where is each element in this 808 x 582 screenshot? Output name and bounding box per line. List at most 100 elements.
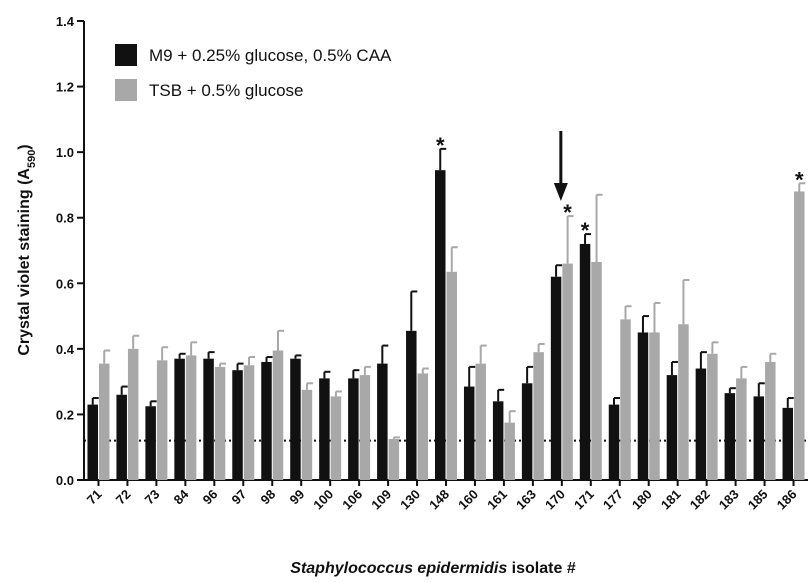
bar-tsb (620, 319, 631, 480)
y-axis-title-main: Crystal violet staining (16, 189, 33, 355)
y-tick-label: 0.8 (56, 211, 74, 226)
x-tick-label: 109 (368, 487, 394, 513)
legend: M9 + 0.25% glucose, 0.5% CAA TSB + 0.5% … (115, 44, 392, 101)
x-tick-label: 180 (629, 487, 655, 513)
bar-tsb (301, 389, 313, 480)
x-tick-label: 84 (171, 486, 192, 507)
bar-tsb (272, 350, 284, 480)
legend-label-m9: M9 + 0.25% glucose, 0.5% CAA (149, 46, 392, 65)
y-tick-label: 0.4 (56, 342, 75, 357)
bar-m9 (695, 368, 707, 480)
x-tick-label: 183 (716, 487, 742, 513)
x-tick-label: 185 (745, 487, 771, 513)
bar-m9 (608, 404, 620, 480)
bar-tsb (156, 360, 168, 480)
x-tick-label: 186 (774, 487, 800, 513)
bar-tsb (330, 396, 342, 480)
bar-tsb (591, 261, 602, 480)
x-tick-label: 98 (258, 487, 279, 508)
y-axis: 0.0 0.2 0.4 0.6 0.8 1.0 1.2 1.4 (56, 14, 85, 488)
y-tick-label: 0.6 (56, 276, 74, 291)
x-tick-label: 170 (542, 487, 568, 513)
x-tick-label: 71 (84, 487, 105, 508)
bar-m9 (463, 386, 475, 480)
bar-m9 (753, 396, 765, 480)
x-axis-title-species: Staphylococcus epidermidis (290, 560, 507, 577)
bar-m9 (782, 407, 794, 480)
bar-tsb (359, 375, 371, 480)
bar-tsb (127, 348, 139, 480)
bar-m9 (521, 383, 533, 480)
bar-m9 (579, 243, 591, 480)
x-tick-label: 72 (113, 487, 134, 508)
significance-star: * (581, 218, 590, 243)
bar-tsb (707, 353, 718, 480)
legend-swatch-m9 (115, 44, 137, 66)
x-tick-label: 96 (200, 487, 221, 508)
bar-tsb (562, 263, 573, 480)
bar-m9 (203, 358, 214, 480)
x-tick-label: 73 (142, 487, 163, 508)
bar-m9 (492, 401, 504, 480)
bar-m9 (550, 276, 562, 480)
significance-star: * (795, 167, 804, 192)
bar-tsb (765, 361, 776, 480)
bar-tsb (417, 373, 429, 480)
x-tick-label: 160 (455, 487, 481, 513)
y-tick-label: 1.0 (56, 145, 74, 160)
bar-m9 (319, 378, 330, 480)
bar-tsb (475, 363, 486, 480)
y-axis-title-subscript: 590 (26, 150, 38, 168)
bar-m9 (290, 358, 301, 480)
x-tick-label: 97 (229, 487, 250, 508)
annotations: * * * * (436, 131, 804, 243)
bar-m9 (174, 358, 185, 480)
bar-tsb (388, 439, 400, 480)
legend-label-tsb: TSB + 0.5% glucose (149, 81, 304, 100)
x-axis-title-rest: isolate # (507, 560, 576, 577)
bar-m9 (87, 404, 98, 480)
x-axis-title: Staphylococcus epidermidis isolate # (290, 560, 576, 577)
y-tick-label: 0.0 (56, 473, 74, 488)
x-tick-label: 100 (310, 487, 336, 513)
bar-tsb (243, 365, 255, 480)
bar-tsb (185, 355, 197, 480)
bar-m9 (666, 375, 678, 480)
legend-swatch-tsb (115, 79, 137, 101)
bar-tsb (794, 191, 805, 480)
bar-tsb (736, 378, 747, 480)
bar-m9 (724, 393, 736, 480)
x-tick-label: 161 (484, 487, 510, 513)
significance-star: * (436, 133, 445, 158)
y-axis-title: Crystal violet staining (A590) (16, 144, 38, 355)
bar-tsb (98, 363, 110, 480)
bar-m9 (406, 330, 417, 480)
bar-m9 (145, 406, 156, 480)
x-tick-label: 99 (286, 487, 307, 508)
significance-star: * (563, 200, 572, 225)
bar-m9 (377, 363, 388, 480)
y-tick-label: 0.2 (56, 407, 74, 422)
bar-m9 (261, 361, 272, 480)
bar-m9 (637, 332, 649, 480)
bar-tsb (504, 422, 515, 480)
bar-tsb (649, 332, 660, 480)
x-tick-label: 177 (600, 487, 626, 513)
bar-tsb (214, 366, 226, 480)
x-tick-label: 148 (426, 487, 452, 513)
bar-tsb (678, 324, 689, 480)
x-tick-label: 182 (687, 487, 713, 513)
x-tick-label: 171 (571, 487, 597, 513)
bar-m9 (232, 370, 243, 480)
y-tick-label: 1.2 (56, 80, 74, 95)
bar-m9 (435, 170, 446, 481)
bars (87, 147, 806, 481)
x-tick-label: 106 (339, 487, 365, 513)
bar-tsb (533, 352, 544, 480)
x-tick-label: 163 (513, 487, 539, 513)
bar-tsb (446, 271, 457, 480)
x-tick-label: 181 (658, 487, 684, 513)
bar-m9 (116, 394, 127, 480)
bar-m9 (348, 378, 359, 480)
x-tick-label: 130 (397, 487, 423, 513)
